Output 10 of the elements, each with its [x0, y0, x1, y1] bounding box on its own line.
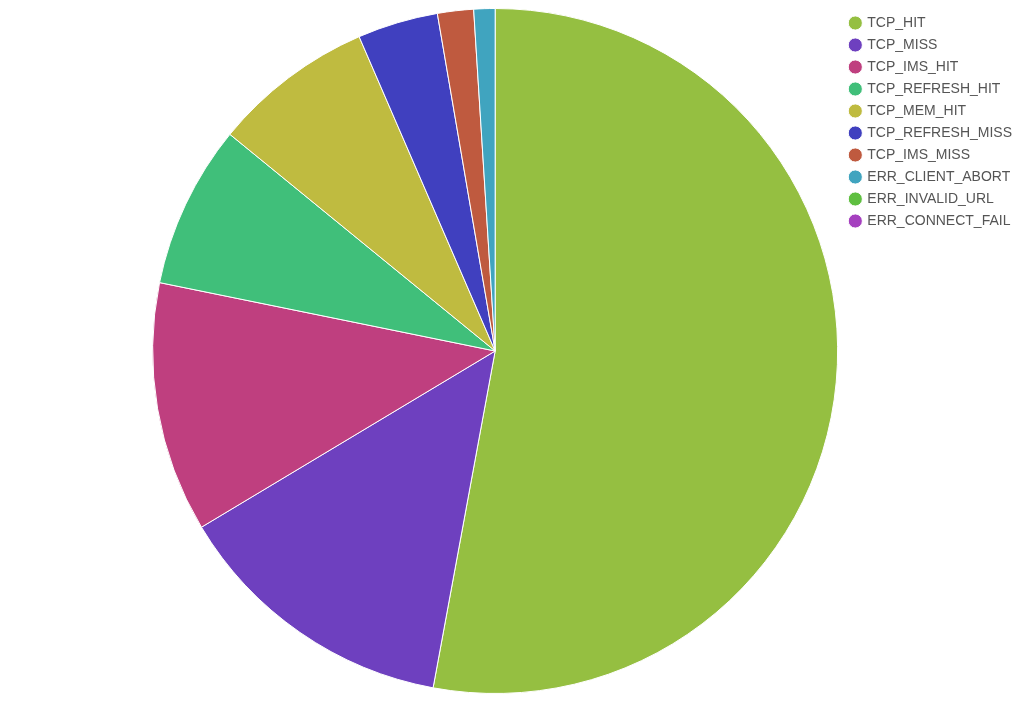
- legend-label: TCP_IMS_MISS: [867, 145, 971, 162]
- legend-label: ERR_CONNECT_FAIL: [867, 211, 1011, 228]
- legend-label: TCP_MEM_HIT: [867, 101, 967, 118]
- legend-label: TCP_HIT: [867, 13, 927, 30]
- legend-label: ERR_CLIENT_ABORT: [867, 167, 1011, 184]
- legend-label: ERR_INVALID_URL: [867, 189, 995, 206]
- legend-label: TCP_MISS: [867, 35, 938, 52]
- legend-label: TCP_IMS_HIT: [867, 57, 959, 74]
- legend-label: TCP_REFRESH_HIT: [867, 79, 1001, 96]
- legend-label: TCP_REFRESH_MISS: [867, 123, 1013, 140]
